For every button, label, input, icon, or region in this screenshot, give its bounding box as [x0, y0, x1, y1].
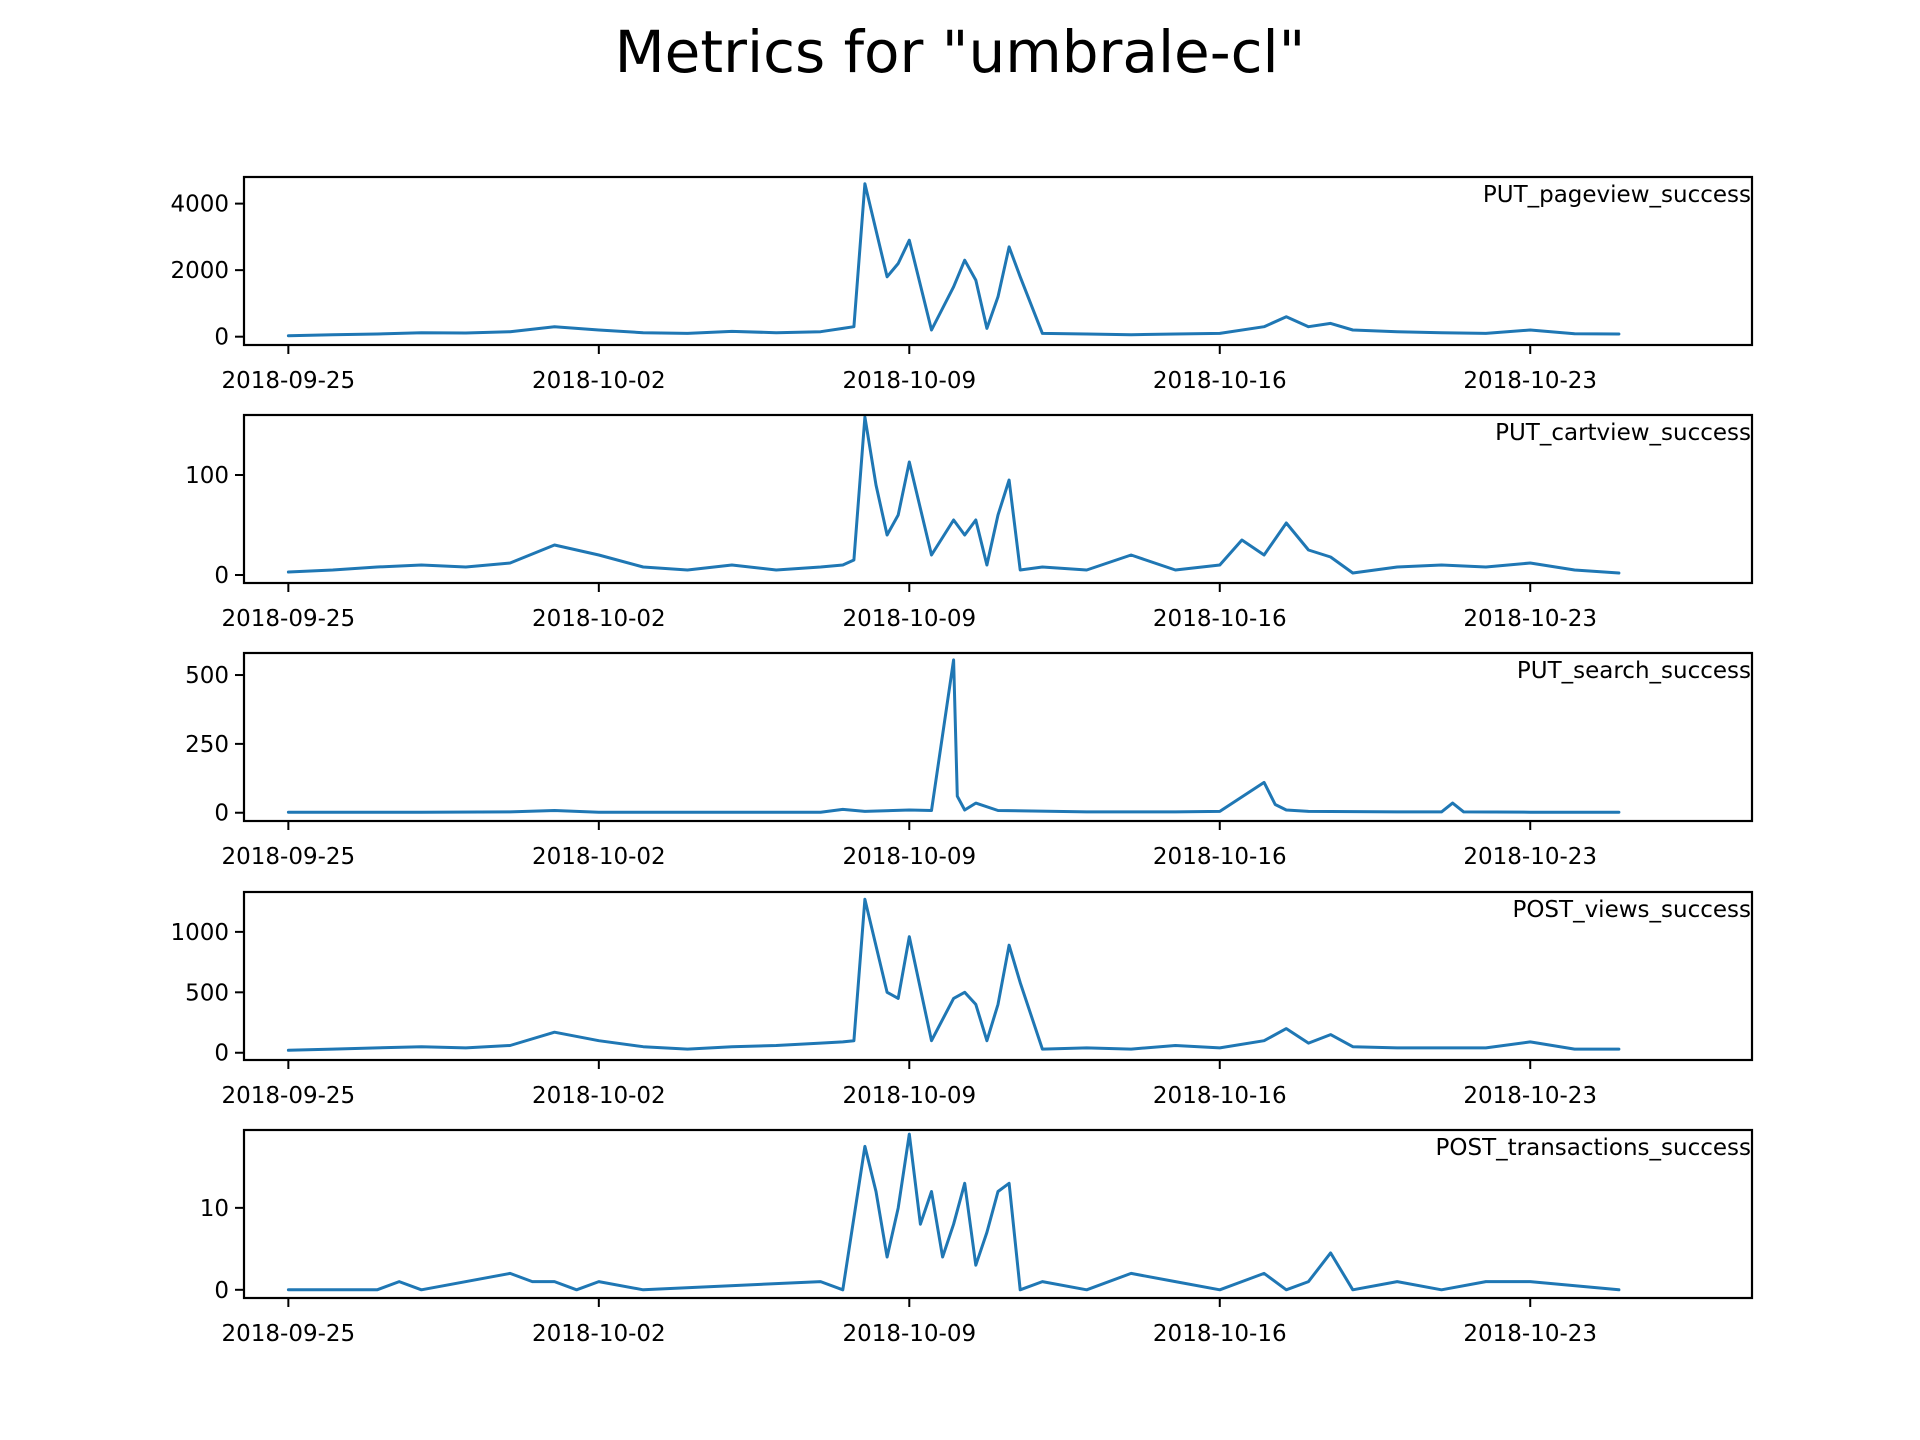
x-tick-label: 2018-10-09: [842, 1083, 976, 1109]
y-tick-label: 10: [200, 1196, 229, 1222]
y-tick-label: 250: [185, 732, 229, 758]
x-tick-label: 2018-10-16: [1153, 844, 1287, 870]
panel-metric-label: POST_transactions_success: [1436, 1135, 1752, 1161]
x-tick-label: 2018-10-09: [842, 606, 976, 632]
y-tick-label: 1000: [170, 920, 229, 946]
chart-panel: 0 100 2018-09-25 2018-10-02 2018-10-09 2018-1…: [185, 413, 1754, 632]
x-tick-label: 2018-10-16: [1153, 1321, 1287, 1347]
chart-panel: 0 500 1000 2018-09-25 2018-10-02 2018-10-09 20…: [170, 890, 1754, 1109]
x-tick-label: 2018-09-25: [222, 1083, 356, 1109]
panel-metric-label: PUT_search_success: [1517, 658, 1751, 684]
y-tick-label: 500: [185, 980, 229, 1006]
x-tick-label: 2018-10-02: [532, 1083, 666, 1109]
y-tick-label: 0: [214, 325, 229, 351]
series-line: [286, 897, 1621, 1052]
y-tick-label: 0: [214, 1278, 229, 1304]
series-line: [286, 1132, 1621, 1292]
axes-frame: [242, 651, 1754, 823]
x-tick-label: 2018-10-02: [532, 606, 666, 632]
x-tick-label: 2018-10-16: [1153, 606, 1287, 632]
x-tick-label: 2018-10-09: [842, 368, 976, 394]
x-tick-label: 2018-10-23: [1463, 1321, 1597, 1347]
chart-panel: 0 2000 4000 2018-09-25 2018-10-02 2018-10-09 2…: [170, 175, 1754, 394]
y-tick-label: 0: [214, 1041, 229, 1067]
y-tick-label: 0: [214, 801, 229, 827]
chart-panels: 0 2000 4000 2018-09-25 2018-10-02 2018-10-09 2…: [170, 175, 1754, 1347]
y-tick-label: 0: [214, 563, 229, 589]
x-tick-label: 2018-10-02: [532, 368, 666, 394]
x-tick-label: 2018-09-25: [222, 1321, 356, 1347]
x-tick-label: 2018-10-02: [532, 844, 666, 870]
y-tick-label: 500: [185, 663, 229, 689]
axes-frame: [242, 413, 1754, 585]
x-tick-label: 2018-10-23: [1463, 368, 1597, 394]
series-line: [286, 182, 1621, 338]
x-tick-label: 2018-10-16: [1153, 368, 1287, 394]
x-tick-label: 2018-10-23: [1463, 606, 1597, 632]
x-tick-label: 2018-10-23: [1463, 844, 1597, 870]
x-tick-label: 2018-09-25: [222, 606, 356, 632]
x-tick-label: 2018-09-25: [222, 844, 356, 870]
series-line: [286, 415, 1621, 575]
x-tick-label: 2018-10-23: [1463, 1083, 1597, 1109]
chart-panel: 0 250 500 2018-09-25 2018-10-02 2018-10-09 201…: [185, 651, 1754, 870]
x-tick-label: 2018-10-09: [842, 1321, 976, 1347]
x-tick-label: 2018-09-25: [222, 368, 356, 394]
series-line: [286, 658, 1621, 814]
y-tick-label: 2000: [170, 258, 229, 284]
axes-frame: [242, 175, 1754, 347]
x-tick-label: 2018-10-09: [842, 844, 976, 870]
y-tick-label: 100: [185, 463, 229, 489]
chart-panel: 0 10 2018-09-25 2018-10-02 2018-10-09 2018-10…: [200, 1128, 1754, 1347]
x-tick-label: 2018-10-02: [532, 1321, 666, 1347]
y-tick-label: 4000: [170, 192, 229, 218]
panel-metric-label: POST_views_success: [1512, 897, 1751, 923]
figure-title: Metrics for "umbrale-cl": [615, 18, 1306, 86]
panel-metric-label: PUT_pageview_success: [1483, 182, 1751, 208]
axes-frame: [242, 1128, 1754, 1300]
x-tick-label: 2018-10-16: [1153, 1083, 1287, 1109]
panel-metric-label: PUT_cartview_success: [1495, 420, 1751, 446]
axes-frame: [242, 890, 1754, 1062]
